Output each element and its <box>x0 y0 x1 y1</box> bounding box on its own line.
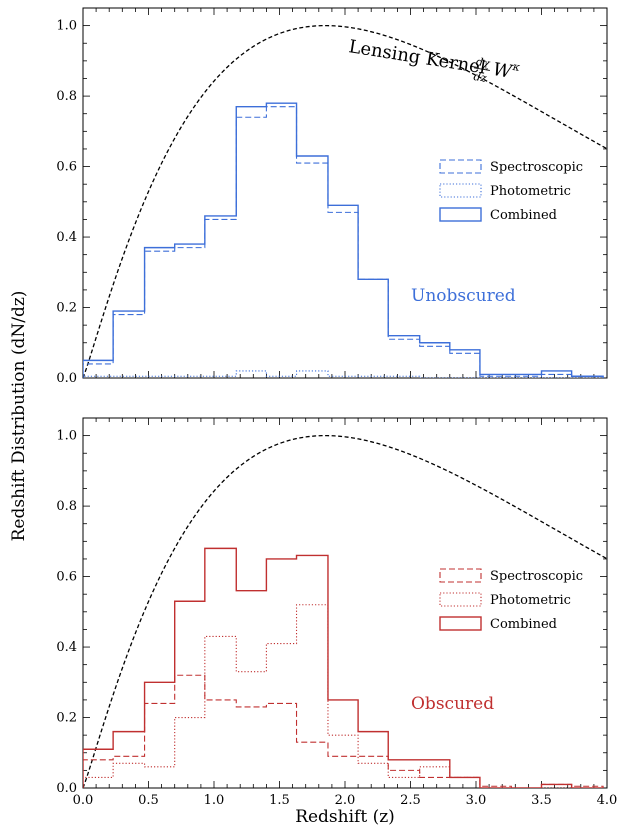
kernel-label-superscript: κ <box>511 60 522 74</box>
axis-ticks <box>82 417 608 789</box>
y-tick-label: 1.0 <box>56 429 77 444</box>
y-tick-label: 0.0 <box>56 781 77 796</box>
legend-label: Photometric <box>490 593 571 608</box>
y-tick-label: 0.2 <box>56 711 77 726</box>
x-tick-label: 0.5 <box>138 793 159 808</box>
y-tick-label: 0.2 <box>56 301 77 316</box>
x-tick-label: 3.5 <box>531 793 552 808</box>
y-tick-label: 0.4 <box>56 230 77 245</box>
legend-swatch-photometric <box>439 183 482 198</box>
kernel-label-fraction-bar <box>473 67 490 71</box>
legend-label: Photometric <box>490 184 571 199</box>
lensing-kernel-line <box>83 434 607 788</box>
axis-ticks <box>82 7 608 379</box>
y-axis-label: Redshift Distribution (dN/dz) <box>9 291 29 542</box>
kernel-label-denominator: dz <box>473 70 488 85</box>
x-tick-label: 2.5 <box>400 793 421 808</box>
legend-swatch-spectroscopic <box>439 159 482 174</box>
panel-annotation: Obscured <box>411 694 494 714</box>
legend-label: Spectroscopic <box>490 160 583 175</box>
histogram-spectroscopic <box>83 674 604 788</box>
y-tick-label: 0.6 <box>56 160 77 175</box>
histogram-combined <box>83 102 604 378</box>
legend-swatch-combined <box>439 207 482 222</box>
x-tick-label: 1.0 <box>204 793 225 808</box>
legend-swatch-combined <box>439 616 482 631</box>
unobscured-panel: 0.0 0.2 0.4 0.6 0.8 1.0 Spectroscopic Photometr… <box>56 7 608 386</box>
histogram-combined <box>83 547 604 788</box>
y-tick-label: 0.6 <box>56 570 77 585</box>
y-tick-label: 0.4 <box>56 640 77 655</box>
legend-swatch-spectroscopic <box>439 568 482 583</box>
kernel-label-text: Lensing Kernel <box>347 36 487 78</box>
legend-label: Combined <box>490 208 557 223</box>
obscured-panel: 0.0 0.2 0.4 0.6 0.8 1.0 0.0 0.5 1.0 1.5 2.0 2.5 3.0 3… <box>56 417 618 808</box>
y-tick-label: 0.8 <box>56 499 77 514</box>
y-tick-label: 0.8 <box>56 89 77 104</box>
histogram-spectroscopic <box>83 106 604 378</box>
histogram-photometric <box>83 370 604 378</box>
legend-label: Spectroscopic <box>490 569 583 584</box>
x-tick-label: 2.0 <box>335 793 356 808</box>
legend-swatch-photometric <box>439 592 482 607</box>
legend: Spectroscopic Photometric Combined <box>439 159 583 223</box>
histogram-photometric <box>83 604 604 788</box>
x-tick-label: 0.0 <box>73 793 94 808</box>
y-tick-label: 1.0 <box>56 19 77 34</box>
legend-label: Combined <box>490 617 557 632</box>
legend: Spectroscopic Photometric Combined <box>439 568 583 632</box>
panel-annotation: Unobscured <box>411 286 516 306</box>
plot-content <box>83 24 607 378</box>
lensing-kernel-line <box>83 24 607 378</box>
x-axis-label: Redshift (z) <box>295 807 395 827</box>
y-tick-label: 0.0 <box>56 371 77 386</box>
x-tick-label: 4.0 <box>597 793 618 808</box>
kernel-label-numerator: dχ <box>475 55 492 70</box>
plot-content <box>83 434 607 788</box>
x-tick-label: 3.0 <box>466 793 487 808</box>
kernel-label-w: W <box>491 59 514 83</box>
x-tick-label: 1.5 <box>269 793 290 808</box>
